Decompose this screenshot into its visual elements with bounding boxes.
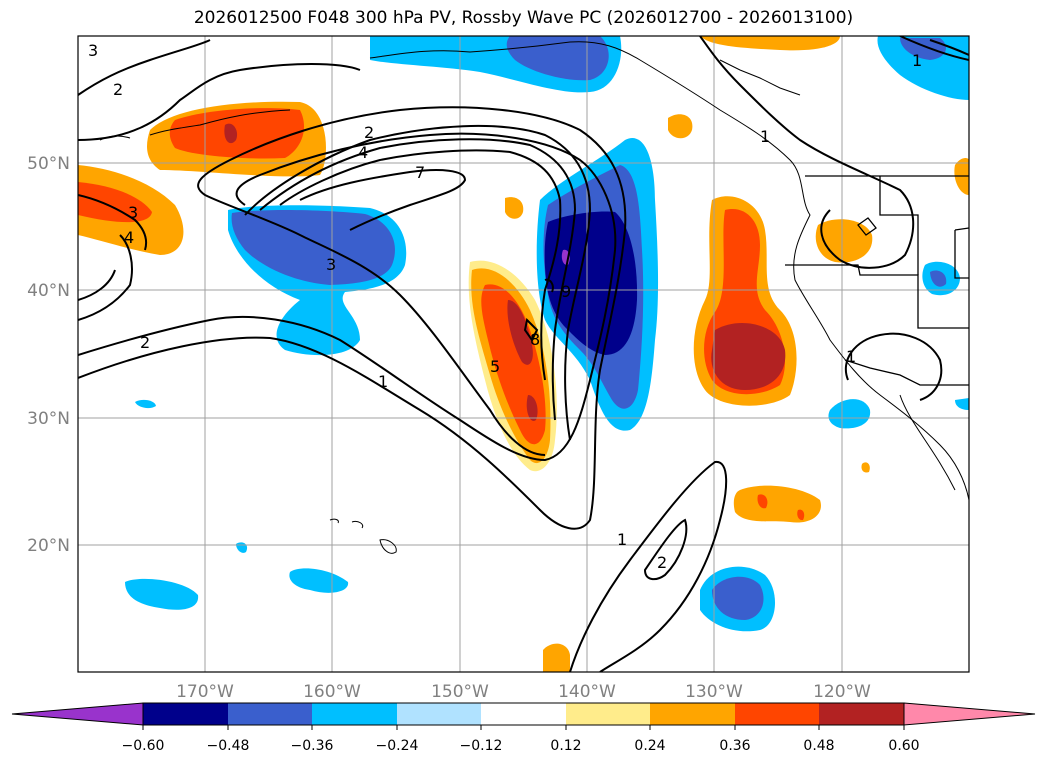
anomaly-region <box>712 576 764 620</box>
colorbar-segment <box>143 703 228 725</box>
contour-label: 1 <box>912 51 922 70</box>
colorbar-tick-label: 0.60 <box>888 738 919 754</box>
colorbar-tick-label: −0.60 <box>122 738 165 754</box>
negative-anomalies <box>125 36 969 632</box>
anomaly-region <box>505 197 524 219</box>
lon-tick-labels: 170°W 160°W 150°W 140°W 130°W 120°W <box>176 682 871 702</box>
contour-label: 3 <box>326 255 336 274</box>
lat-tick-labels: 50°N 40°N 30°N 20°N <box>27 154 70 556</box>
contour-label: 1 <box>846 347 856 366</box>
lon-label: 160°W <box>303 682 361 702</box>
contour-label: 5 <box>490 357 500 376</box>
contour-label: 2 <box>364 123 374 142</box>
anomaly-region <box>668 114 693 139</box>
colorbar-extend-low <box>11 702 144 726</box>
contour-label: 1 <box>378 372 388 391</box>
anomaly-region <box>700 36 840 51</box>
lon-label: 120°W <box>813 682 871 702</box>
map-title: 2026012500 F048 300 hPa PV, Rossby Wave … <box>193 8 854 28</box>
colorbar-segment <box>312 703 397 725</box>
contour-labels: 3 2 2 4 7 3 3 4 2 1 5 8 9 1 1 1 2 1 <box>88 41 922 572</box>
anomaly-region <box>900 38 946 60</box>
lon-label: 140°W <box>558 682 616 702</box>
contour-label: 2 <box>113 80 123 99</box>
anomaly-region <box>955 398 969 410</box>
colorbar-segment <box>566 703 650 725</box>
anomaly-region <box>711 322 786 390</box>
contour-label: 1 <box>760 127 770 146</box>
colorbar-tick-label: 0.12 <box>550 738 581 754</box>
lon-label: 130°W <box>685 682 743 702</box>
colorbar-tick-label: −0.36 <box>291 738 334 754</box>
contour-label: 3 <box>128 203 138 222</box>
colorbar-segment <box>819 703 904 725</box>
colorbar-segment <box>650 703 735 725</box>
contour-label: 4 <box>124 228 134 247</box>
positive-anomalies <box>78 36 969 672</box>
borders <box>785 175 969 386</box>
colorbar-tick-label: 0.36 <box>719 738 750 754</box>
anomaly-region <box>135 399 156 409</box>
lat-label: 50°N <box>27 154 70 174</box>
contour-label: 4 <box>358 143 368 162</box>
anomaly-region <box>507 300 533 365</box>
anomaly-region <box>828 399 871 429</box>
colorbar-tick-label: −0.48 <box>207 738 250 754</box>
colorbar-segment <box>228 703 312 725</box>
colorbar-tick-label: −0.24 <box>376 738 419 754</box>
anomaly-region <box>125 578 199 610</box>
anomaly-region <box>526 395 538 421</box>
anomaly-region <box>930 270 947 287</box>
contour-label: 2 <box>657 553 667 572</box>
colorbar-tick-label: 0.48 <box>803 738 834 754</box>
lat-label: 20°N <box>27 536 70 556</box>
contour-label: 3 <box>88 41 98 60</box>
anomaly-region <box>757 494 768 509</box>
anomaly-region <box>224 123 238 144</box>
anomaly-region <box>543 643 570 672</box>
anomaly-region <box>797 509 805 521</box>
gridlines <box>78 36 969 672</box>
colorbar-tick-label: 0.24 <box>634 738 665 754</box>
anomaly-region <box>877 36 969 100</box>
pv-contours <box>78 36 969 672</box>
lat-label: 40°N <box>27 281 70 301</box>
contour-label: 8 <box>530 330 540 349</box>
anomaly-region <box>544 211 638 355</box>
colorbar-segment <box>735 703 819 725</box>
colorbar-segment <box>481 703 566 725</box>
contour-label: 1 <box>617 530 627 549</box>
colorbar-tick-label: −0.12 <box>460 738 503 754</box>
lat-label: 30°N <box>27 409 70 429</box>
anomaly-region <box>78 182 152 223</box>
contour-label: 9 <box>561 282 571 301</box>
contour-label: 7 <box>415 163 425 182</box>
colorbar-segment <box>397 703 481 725</box>
colorbar: −0.60 −0.48 −0.36 −0.24 −0.12 0.12 0.24 … <box>11 702 1036 754</box>
anomaly-region <box>289 568 349 593</box>
lon-label: 150°W <box>431 682 489 702</box>
colorbar-outline <box>142 702 905 726</box>
anomaly-region <box>861 462 870 473</box>
colorbar-extend-high <box>903 702 1036 726</box>
lon-label: 170°W <box>176 682 234 702</box>
contour-label: 2 <box>140 333 150 352</box>
map-frame <box>77 35 970 673</box>
